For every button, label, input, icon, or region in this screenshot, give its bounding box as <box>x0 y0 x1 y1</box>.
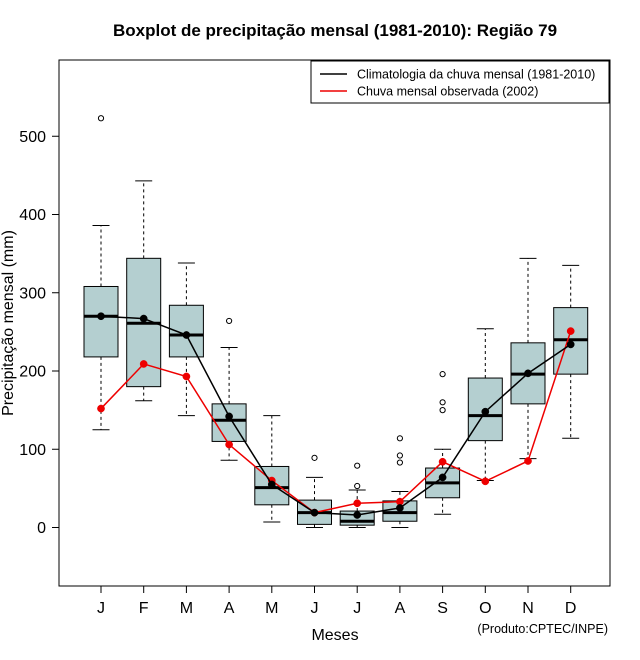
x-tick-label: D <box>565 600 577 617</box>
series-point <box>139 360 148 368</box>
boxes-group <box>83 115 589 528</box>
box-10 <box>467 328 503 482</box>
outlier-point <box>354 482 361 490</box>
y-tick-label: 500 <box>19 129 46 146</box>
series-point <box>310 508 319 517</box>
series-point <box>481 477 490 486</box>
x-axis-label: Meses <box>311 627 358 644</box>
box-4 <box>211 317 247 461</box>
credit-text: (Produto:CPTEC/INPE) <box>477 622 608 636</box>
series-point <box>566 340 575 349</box>
x-tick-label: A <box>395 600 406 617</box>
x-tick-label: A <box>224 600 235 617</box>
series-point <box>182 372 191 381</box>
box-1 <box>83 115 119 431</box>
series-point <box>182 331 191 339</box>
series-point <box>353 499 362 508</box>
y-tick-label: 0 <box>37 520 46 537</box>
series-point <box>97 404 105 413</box>
outlier-point <box>396 459 403 466</box>
series-climatologia <box>97 312 575 519</box>
series-point <box>438 473 447 482</box>
series-point <box>524 369 532 378</box>
y-tick-label: 400 <box>19 207 46 224</box>
box-9 <box>425 371 461 515</box>
series-observada <box>97 327 575 517</box>
x-tick-label: F <box>139 600 149 617</box>
box-3 <box>168 262 204 417</box>
series-point <box>438 457 447 466</box>
box-body <box>83 285 119 358</box>
legend-box <box>310 60 610 104</box>
outlier-point <box>439 371 446 378</box>
series-point <box>396 504 404 512</box>
y-tick-label: 200 <box>19 364 46 381</box>
series-line <box>100 330 572 514</box>
series-point <box>481 407 490 416</box>
series-point <box>267 480 276 489</box>
outlier-point <box>439 399 446 406</box>
chart-title: Boxplot de precipitação mensal (1981-201… <box>113 21 557 40</box>
legend: Climatologia da chuva mensal (1981-2010)… <box>310 60 610 104</box>
x-tick-label: O <box>479 600 491 617</box>
outlier-point <box>97 115 105 122</box>
outlier-point <box>354 462 361 469</box>
x-tick-label: M <box>180 600 193 617</box>
series-point <box>353 511 362 519</box>
box-6 <box>297 454 332 528</box>
x-tick-label: J <box>311 600 319 617</box>
y-tick-label: 100 <box>19 442 46 459</box>
series-point <box>566 327 575 335</box>
x-tick-label: N <box>522 600 534 617</box>
series-point <box>97 312 105 321</box>
series-line <box>100 315 572 516</box>
series-group <box>97 312 575 519</box>
outlier-point <box>396 435 403 442</box>
outlier-point <box>396 452 403 459</box>
box-5 <box>254 415 290 523</box>
box-11 <box>510 257 546 460</box>
outlier-point <box>439 407 446 414</box>
series-point <box>524 457 532 465</box>
series-point <box>225 412 233 421</box>
x-tick-label: M <box>265 600 278 617</box>
x-tick-label: S <box>437 600 448 617</box>
legend-label-climatologia: Climatologia da chuva mensal (1981-2010) <box>357 68 595 82</box>
outlier-point <box>226 317 233 325</box>
outlier-point <box>311 454 318 461</box>
legend-label-observada: Chuva mensal observada (2002) <box>357 85 538 99</box>
x-tick-label: J <box>97 600 105 617</box>
series-point <box>225 440 233 449</box>
series-point <box>139 314 148 323</box>
box-8 <box>382 435 418 528</box>
y-axis: 0 100 200 300 400 500 <box>19 129 60 537</box>
y-axis-label: Precipitação mensal (mm) <box>0 230 17 416</box>
y-tick-label: 300 <box>19 285 46 302</box>
x-tick-label: J <box>353 600 361 617</box>
